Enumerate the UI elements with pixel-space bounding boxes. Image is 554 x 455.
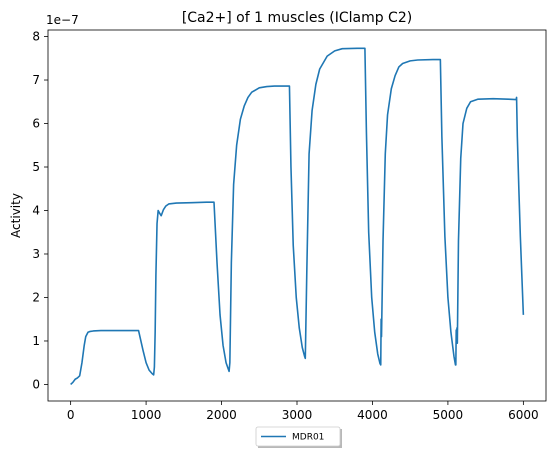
chart-title: [Ca2+] of 1 muscles (IClamp C2) [182, 10, 412, 26]
plot-background [48, 30, 546, 401]
plot-frame [47, 29, 547, 402]
y-tick-label: 0 [32, 377, 40, 391]
axis-ticks: 0 1000 2000 3000 4000 5000 6000 0 1 2 3 4 5 6 7 8 [32, 30, 538, 422]
y-tick-label: 3 [32, 247, 40, 261]
x-tick-label: 2000 [206, 408, 237, 422]
y-axis-label: Activity [9, 193, 23, 238]
series-line-mdr01 [70, 47, 525, 386]
y-tick-label: 8 [32, 30, 40, 44]
y-tick-label: 2 [32, 290, 40, 304]
legend: MDR01 [255, 426, 342, 448]
x-tick-label: 1000 [131, 408, 162, 422]
series-layer [70, 47, 525, 386]
y-tick-label: 1 [32, 334, 40, 348]
y-tick-label: 4 [32, 203, 40, 217]
x-tick-label: 4000 [357, 408, 388, 422]
x-tick-label: 5000 [433, 408, 464, 422]
y-tick-label: 5 [32, 160, 40, 174]
x-tick-label: 0 [67, 408, 75, 422]
y-tick-label: 6 [32, 117, 40, 131]
legend-label: MDR01 [292, 433, 324, 443]
x-tick-label: 3000 [282, 408, 313, 422]
x-tick-label: 6000 [508, 408, 539, 422]
legend-box [255, 426, 341, 447]
y-tick-label: 7 [32, 73, 40, 87]
y-axis-offset-text: 1e−7 [46, 13, 79, 27]
